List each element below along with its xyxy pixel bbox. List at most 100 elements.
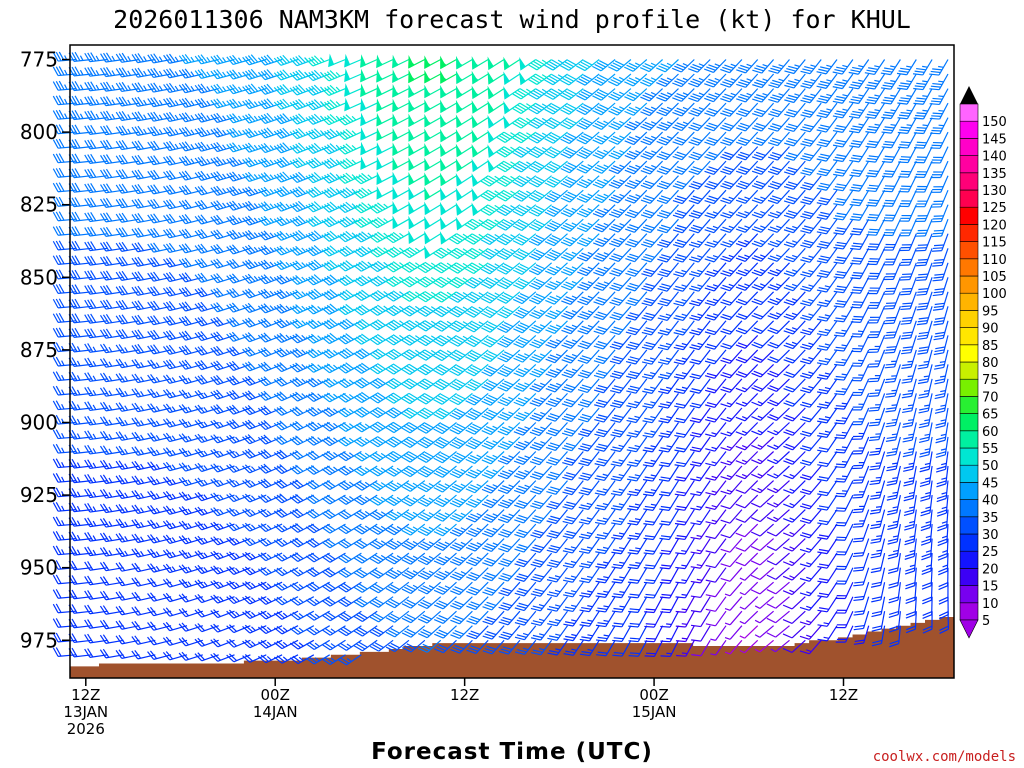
wind-barb — [337, 157, 362, 170]
wind-barb — [147, 227, 172, 239]
wind-barb — [864, 59, 886, 76]
wind-barb — [750, 509, 775, 523]
wind-barb — [226, 609, 251, 619]
colorbar-level-label: 105 — [982, 270, 1007, 285]
wind-barb — [163, 228, 188, 239]
wind-barb — [131, 533, 156, 544]
wind-barb — [131, 169, 156, 180]
wind-barb — [131, 417, 156, 427]
colorbar-level-label: 140 — [982, 150, 1007, 165]
wind-barb — [628, 625, 648, 643]
wind-barb — [835, 581, 854, 600]
wind-barb — [867, 306, 886, 324]
wind-barb — [417, 581, 442, 595]
wind-barb — [257, 478, 283, 489]
wind-barb — [321, 363, 346, 374]
wind-barb — [226, 638, 251, 648]
wind-barb — [914, 146, 933, 164]
wind-barb — [497, 349, 521, 363]
wind-barb — [817, 393, 838, 409]
wind-barb — [832, 146, 854, 163]
wind-barb — [434, 610, 457, 624]
wind-barb — [344, 68, 362, 83]
wind-barb — [147, 490, 172, 500]
wind-barb — [353, 625, 378, 637]
wind-barb — [99, 518, 124, 528]
wind-barb — [115, 576, 140, 587]
wind-barb — [115, 183, 140, 194]
wind-barb — [226, 54, 251, 66]
wind-barb — [321, 450, 346, 461]
wind-barb — [376, 156, 394, 171]
wind-barb — [147, 388, 172, 399]
wind-barb — [115, 227, 140, 238]
wind-barb — [194, 345, 219, 356]
wind-barb — [163, 257, 188, 268]
wind-barb — [194, 68, 219, 79]
wind-barb — [131, 402, 156, 413]
wind-barb — [385, 246, 410, 258]
wind-barb — [851, 364, 870, 382]
wind-barb — [84, 52, 108, 63]
wind-barb — [131, 359, 156, 369]
wind-barb — [465, 480, 489, 494]
wind-barb — [465, 378, 489, 391]
wind-barb — [194, 141, 219, 152]
wind-barb — [882, 175, 901, 193]
wind-barb — [305, 377, 330, 388]
wind-barb — [194, 272, 219, 283]
wind-barb — [305, 288, 330, 300]
wind-barb — [147, 242, 172, 253]
wind-barb — [897, 131, 917, 149]
wind-barb — [99, 343, 124, 354]
wind-barb — [497, 363, 521, 377]
wind-barb — [576, 247, 600, 262]
wind-barb — [131, 577, 156, 587]
wind-barb — [305, 172, 330, 184]
wind-barb — [242, 654, 267, 663]
wind-barb — [376, 83, 394, 98]
wind-barb — [850, 306, 870, 323]
wind-barb — [897, 117, 917, 134]
wind-barb — [560, 146, 584, 159]
wind-barb — [321, 421, 346, 432]
wind-barb — [68, 110, 92, 121]
wind-barb — [544, 233, 568, 247]
wind-barb — [305, 157, 330, 169]
wind-barb — [481, 363, 505, 377]
wind-barb — [867, 262, 886, 280]
wind-barb — [353, 231, 378, 243]
wind-barb — [321, 377, 346, 388]
color-scale-legend: 5 10 15 20 25 30 35 40 45 50 55 60 65 70 75 80 85 90 95 100… — [959, 86, 1007, 639]
wind-barb — [115, 169, 140, 180]
wind-barb — [766, 538, 790, 551]
wind-barb — [115, 518, 140, 529]
wind-barb — [344, 97, 362, 112]
wind-barb — [115, 445, 140, 456]
wind-barb — [369, 465, 394, 477]
wind-barb — [147, 417, 172, 428]
colorbar-swatch — [959, 464, 979, 483]
wind-barb — [289, 377, 315, 388]
wind-barb — [305, 186, 330, 198]
wind-barb — [344, 83, 362, 97]
wind-barb — [321, 186, 346, 199]
colorbar-swatch — [959, 292, 979, 311]
wind-barb — [513, 305, 537, 319]
wind-barb — [257, 581, 283, 591]
wind-barb — [433, 509, 457, 522]
wind-barb — [178, 272, 203, 283]
wind-barb — [353, 304, 378, 316]
wind-barb — [704, 59, 727, 74]
y-tick-label: 950 — [20, 556, 58, 580]
wind-barb — [100, 110, 124, 121]
wind-barb — [866, 204, 886, 222]
wind-barb — [576, 146, 600, 159]
wind-barb — [608, 102, 632, 116]
wind-barb — [360, 54, 378, 68]
wind-barb — [640, 73, 664, 87]
wind-barb — [147, 286, 172, 297]
wind-barb — [273, 303, 299, 314]
colorbar-level-label: 90 — [982, 322, 999, 337]
wind-barb — [337, 347, 362, 360]
